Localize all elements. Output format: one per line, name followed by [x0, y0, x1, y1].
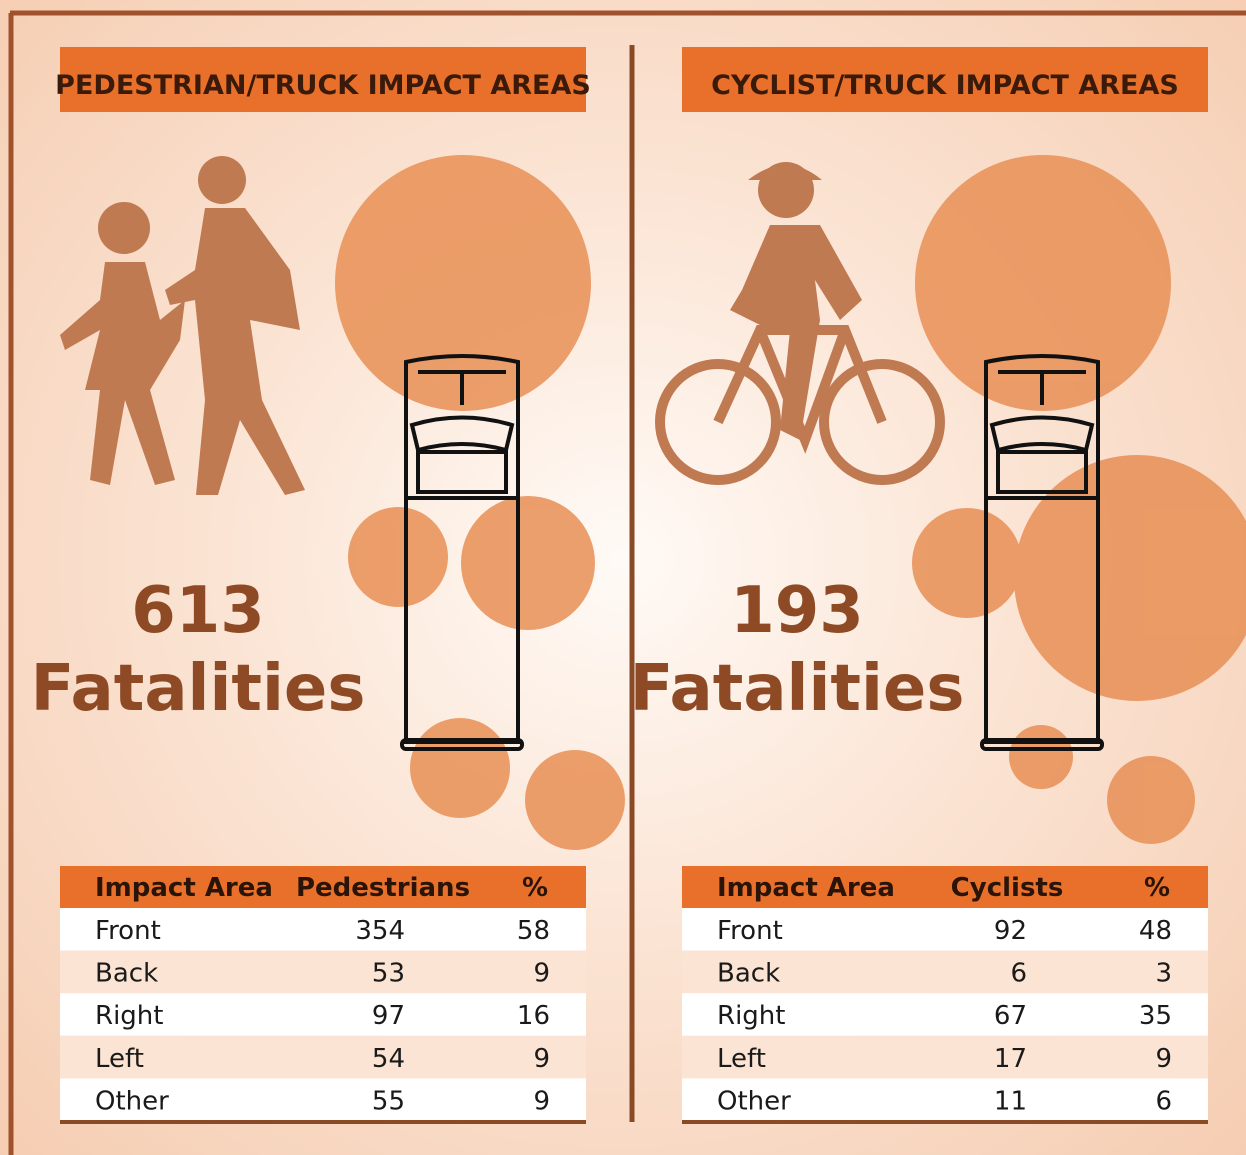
table-header-cell: % — [522, 873, 548, 903]
table-cell: 16 — [517, 1001, 550, 1031]
table-cell: Other — [95, 1086, 169, 1116]
table-row — [60, 993, 586, 1036]
table-cell: Other — [717, 1086, 791, 1116]
table-cell: Left — [95, 1044, 144, 1074]
panel-title: PEDESTRIAN/TRUCK IMPACT AREAS — [55, 70, 591, 101]
panel-header — [682, 47, 1208, 112]
table-row — [682, 1078, 1208, 1121]
table-cell: 97 — [372, 1001, 405, 1031]
table-header-cell: Impact Area — [717, 873, 895, 903]
table-cell: 354 — [355, 916, 405, 946]
table-header — [682, 866, 1208, 908]
table-cell: 53 — [372, 959, 405, 989]
table-cell: 6 — [1155, 1086, 1172, 1116]
table-cell: 11 — [994, 1086, 1027, 1116]
panel-header — [60, 47, 586, 112]
table-cell: 9 — [533, 1086, 550, 1116]
pedestrian-icon — [60, 156, 305, 495]
table-cell: 48 — [1139, 916, 1172, 946]
table-cell: 54 — [372, 1044, 405, 1074]
table-cell: 17 — [994, 1044, 1027, 1074]
fatality-label: Fatalities — [31, 652, 366, 726]
table-row — [682, 950, 1208, 994]
fatality-label: Fatalities — [630, 652, 965, 726]
table-header-cell: Cyclists — [951, 873, 1064, 903]
table-row — [60, 908, 586, 951]
table-row — [60, 1035, 586, 1079]
table-row — [60, 1078, 586, 1121]
table-cell: 92 — [994, 916, 1027, 946]
fatality-count: 613 — [131, 574, 265, 648]
table-cell: Left — [717, 1044, 766, 1074]
table-header — [60, 866, 586, 908]
table-header-cell: Impact Area — [95, 873, 273, 903]
table-cell: 9 — [1155, 1044, 1172, 1074]
table-cell: Right — [95, 1001, 163, 1031]
truck-outlines — [400, 354, 1104, 751]
table-row — [682, 1035, 1208, 1079]
impact-circles — [335, 155, 1246, 850]
table-cell: 35 — [1139, 1001, 1172, 1031]
table-cell: 6 — [1010, 959, 1027, 989]
fatality-count: 193 — [730, 574, 864, 648]
table-cell: Front — [717, 916, 783, 946]
table-row — [60, 950, 586, 994]
table-row — [682, 908, 1208, 951]
table-cell: Front — [95, 916, 161, 946]
table-cell: 9 — [533, 959, 550, 989]
table-cell: 3 — [1155, 959, 1172, 989]
table-cell: Back — [717, 959, 780, 989]
cyclist-icon — [655, 162, 945, 485]
table-cell: Back — [95, 959, 158, 989]
table-cell: 55 — [372, 1086, 405, 1116]
table-row — [682, 993, 1208, 1036]
table-cell: 67 — [994, 1001, 1027, 1031]
table-header-cell: % — [1144, 873, 1170, 903]
table-cell: 58 — [517, 916, 550, 946]
table-header-cell: Pedestrians — [296, 873, 470, 903]
panel-title: CYCLIST/TRUCK IMPACT AREAS — [711, 70, 1179, 101]
table-cell: Right — [717, 1001, 785, 1031]
table-cell: 9 — [533, 1044, 550, 1074]
